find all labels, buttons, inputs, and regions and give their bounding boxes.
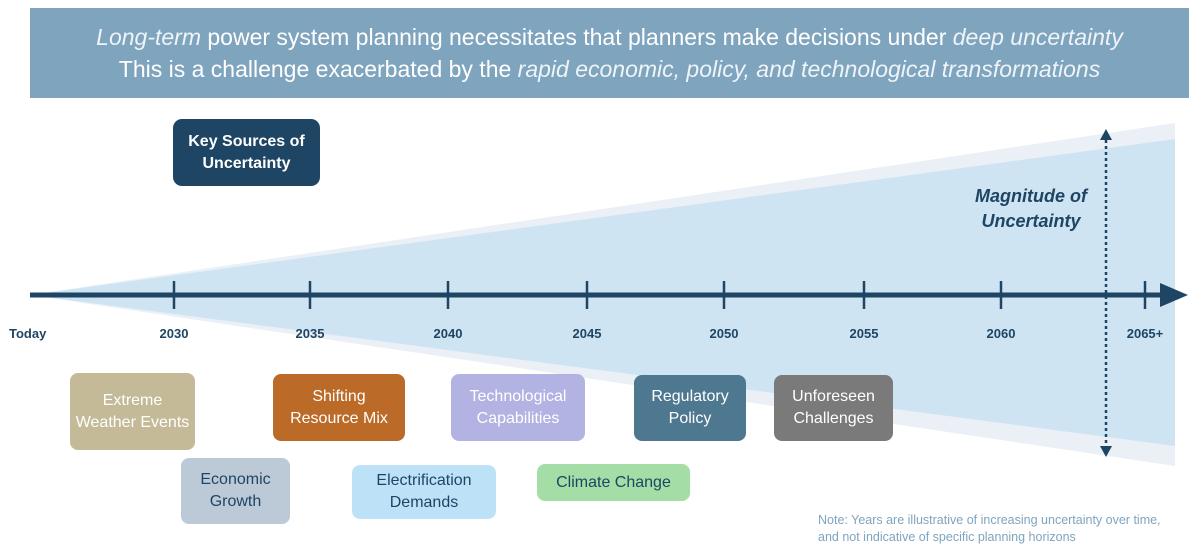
headline-line-2: This is a challenge exacerbated by the r… xyxy=(30,53,1189,85)
source-technological-capabilities: Technological Capabilities xyxy=(451,374,585,441)
headline-emphasis-long-term: Long-term xyxy=(96,24,201,50)
source-regulatory-policy: Regulatory Policy xyxy=(634,375,746,441)
headline-banner: Long-term power system planning necessit… xyxy=(30,8,1189,98)
tick-label-2055: 2055 xyxy=(849,326,879,341)
source-extreme-weather: Extreme Weather Events xyxy=(70,373,195,450)
magnitude-arrow-down xyxy=(1100,446,1112,457)
headline-text-1: power system planning necessitates that … xyxy=(201,24,953,50)
key-sources-box: Key Sources of Uncertainty xyxy=(173,119,320,186)
magnitude-arrow xyxy=(1100,129,1112,457)
timeline-arrowhead xyxy=(1160,283,1188,307)
tick-label-today: Today xyxy=(9,326,47,341)
tick-label-2030: 2030 xyxy=(159,326,189,341)
source-economic-growth: Economic Growth xyxy=(181,458,290,524)
headline-line-1: Long-term power system planning necessit… xyxy=(30,21,1189,53)
tick-label-2060: 2060 xyxy=(986,326,1016,341)
tick-label-2045: 2045 xyxy=(572,326,602,341)
source-unforeseen-challenges: Unforeseen Challenges xyxy=(774,375,893,441)
tick-label-2040: 2040 xyxy=(433,326,463,341)
headline-emphasis-transformations: rapid economic, policy, and technologica… xyxy=(517,56,1101,82)
magnitude-arrow-up xyxy=(1100,129,1112,140)
tick-marks xyxy=(172,281,1147,309)
source-climate-change: Climate Change xyxy=(537,464,690,501)
tick-label-2035: 2035 xyxy=(295,326,325,341)
source-shifting-resource-mix: Shifting Resource Mix xyxy=(273,374,405,441)
headline-emphasis-deep-uncertainty: deep uncertainty xyxy=(952,24,1123,50)
headline-text-2: This is a challenge exacerbated by the xyxy=(118,56,518,82)
footnote: Note: Years are illustrative of increasi… xyxy=(818,513,1161,544)
source-electrification-demands: Electrification Demands xyxy=(352,465,496,519)
tick-label-2065: 2065+ xyxy=(1126,326,1164,341)
tick-label-2050: 2050 xyxy=(709,326,739,341)
magnitude-label: Magnitude of Uncertainty xyxy=(975,186,1087,231)
